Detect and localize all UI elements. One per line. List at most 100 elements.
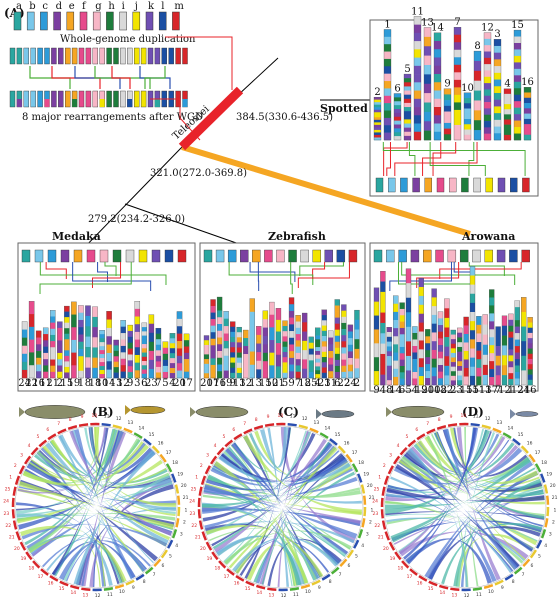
chromosome-segment — [404, 111, 411, 116]
chromosome-segment — [457, 342, 463, 348]
chromosome-segment — [514, 114, 521, 121]
chromosome-arc-label: 17 — [224, 574, 230, 580]
chromosome-segment — [341, 304, 347, 311]
lineage-connector — [429, 142, 486, 176]
chromosome-segment — [406, 312, 411, 328]
chromosome-segment — [169, 363, 176, 369]
chromosome-segment — [155, 344, 161, 351]
chromosome-arc — [166, 539, 174, 549]
chromosome-segment — [494, 45, 501, 53]
ancestral-chromosome — [164, 249, 174, 263]
synteny-ribbon — [21, 523, 168, 547]
chromosome — [78, 305, 84, 379]
chromosome — [347, 324, 354, 379]
lineage-connector — [408, 142, 416, 176]
synteny-ribbon — [385, 489, 544, 509]
chromosome-segment — [282, 351, 288, 358]
chromosome-number: 7 — [495, 385, 501, 396]
chromosome-segment — [384, 44, 391, 52]
chromosome-segment — [374, 114, 381, 118]
chromosome-segment — [524, 118, 531, 125]
chromosome-arc-label: 9 — [267, 414, 270, 420]
chromosome-number: 6 — [394, 84, 400, 95]
chromosome — [489, 289, 495, 386]
chromosome-segment — [454, 79, 461, 88]
chromosome-segment — [393, 344, 399, 353]
chromosome-arc — [103, 587, 114, 591]
lineage-connector — [299, 262, 344, 276]
chromosome-segment — [210, 364, 216, 372]
chromosome-number: 21 — [46, 378, 59, 389]
ancestral-chromosome — [125, 249, 135, 263]
chromosome-arc-label: 6 — [415, 427, 418, 433]
chromosome-number: 16 — [521, 77, 534, 88]
synteny-ribbon — [20, 525, 127, 583]
chromosome-arc-label: 6 — [161, 563, 164, 569]
chromosome-segment — [64, 306, 70, 312]
chromosome-segment — [450, 343, 456, 349]
ancestral-chromosome — [26, 11, 35, 31]
chromosome-segment — [527, 374, 533, 381]
chromosome-number: 14 — [389, 385, 402, 396]
synteny-ribbon — [73, 450, 156, 586]
chromosome-arc-label: 11 — [293, 592, 299, 598]
chromosome-number: 7 — [155, 378, 161, 389]
chromosome-segment — [384, 88, 391, 97]
chromosome-arc-label: 12 — [302, 416, 308, 422]
chromosome-arc-label: 18 — [541, 460, 547, 466]
chromosome-segment — [425, 350, 431, 358]
chromosome — [262, 310, 269, 379]
chromosome-segment — [412, 345, 418, 353]
ancestral-chromosome — [288, 249, 297, 263]
chromosome-segment — [155, 350, 161, 357]
chromosome-segment — [514, 333, 520, 340]
rearranged-segment — [44, 99, 50, 107]
chromosome-number: 15 — [511, 20, 524, 31]
chromosome-arc-label: 17 — [352, 450, 358, 456]
chromosome-arc — [393, 455, 401, 465]
synteny-ribbon — [267, 427, 290, 587]
chromosome-segment — [418, 313, 424, 323]
chromosome-arc — [143, 438, 152, 446]
chromosome-segment — [393, 336, 399, 345]
ancestral-chromosome — [240, 249, 249, 263]
chromosome-arc-label: 13 — [496, 420, 502, 426]
chromosome-segment — [50, 334, 56, 342]
chromosome-arc — [407, 439, 417, 448]
chromosome-segment — [384, 95, 391, 104]
chromosome-segment — [22, 329, 28, 338]
lineage-connector — [249, 262, 296, 282]
chromosome-segment — [120, 352, 126, 360]
chromosome-segment — [289, 310, 295, 318]
chromosome-arc-label: 2 — [369, 520, 372, 526]
chromosome — [249, 298, 255, 379]
chromosome-segment — [249, 311, 255, 326]
chromosome-segment — [384, 132, 391, 141]
chromosome — [508, 313, 514, 386]
chromosome-segment — [256, 369, 262, 379]
chromosome-number: 1 — [249, 378, 255, 389]
chromosome-segment — [418, 349, 424, 359]
synteny-ribbon — [204, 467, 354, 529]
chromosome-number: 10 — [428, 385, 441, 396]
chromosome-segment — [210, 325, 216, 333]
chromosome-segment — [386, 380, 392, 386]
chromosome-segment — [484, 64, 491, 71]
chromosome-segment — [236, 357, 242, 364]
duplicated-chromosome — [147, 47, 154, 65]
synteny-ribbon — [232, 537, 339, 573]
synteny-ribbon — [456, 427, 501, 581]
chromosome-number: 13 — [479, 385, 492, 396]
chromosome-segment — [489, 297, 495, 306]
chromosome-arc — [175, 518, 180, 528]
lineage-connector — [72, 262, 152, 291]
duplicated-chromosome — [30, 47, 36, 65]
synteny-ribbon — [231, 442, 341, 566]
chromosome-segment — [438, 345, 443, 352]
chromosome-segment — [249, 298, 255, 313]
chromosome-segment — [334, 311, 340, 318]
chromosome-segment — [380, 281, 386, 293]
chromosome-segment — [521, 297, 527, 313]
chromosome-segment — [141, 335, 147, 341]
chromosome-number: 6 — [141, 378, 147, 389]
